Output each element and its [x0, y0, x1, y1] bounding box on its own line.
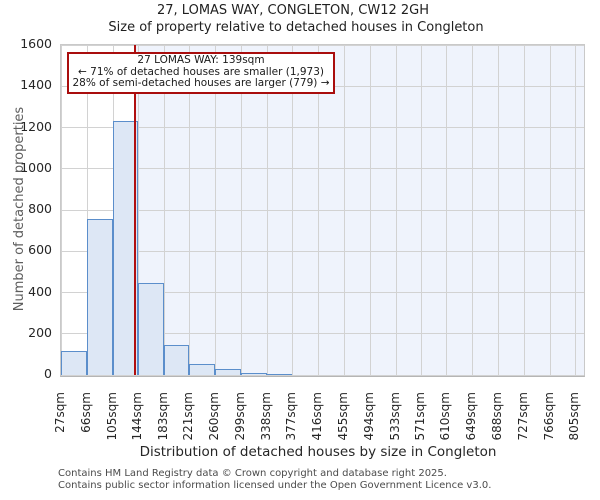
histogram-bar: [266, 373, 293, 375]
annotation-box: 27 LOMAS WAY: 139sqm ← 71% of detached h…: [67, 52, 335, 94]
histogram-bar: [240, 372, 267, 375]
vertical-gridline: [138, 45, 140, 375]
x-tick-label: 183sqm: [156, 392, 171, 441]
x-tick-label: 377sqm: [284, 392, 299, 441]
x-tick-label: 766sqm: [541, 392, 556, 441]
vertical-gridline: [86, 45, 88, 375]
vertical-gridline: [420, 45, 422, 375]
property-size-marker-line: [134, 45, 137, 375]
y-tick-label: 0: [44, 366, 52, 381]
x-tick-label: 571sqm: [412, 392, 427, 441]
vertical-gridline: [61, 45, 62, 375]
horizontal-gridline: [61, 250, 584, 252]
footer-line-1: Contains HM Land Registry data © Crown c…: [58, 468, 447, 479]
annotation-line-3: 28% of semi-detached houses are larger (…: [72, 77, 330, 89]
vertical-gridline: [395, 45, 397, 375]
horizontal-gridline: [61, 374, 584, 376]
x-tick-label: 805sqm: [567, 392, 582, 441]
x-tick-label: 66sqm: [78, 392, 93, 433]
vertical-gridline: [369, 45, 371, 375]
histogram-bar: [215, 368, 241, 375]
vertical-gridline: [575, 45, 577, 375]
footer-line-2: Contains public sector information licen…: [58, 479, 492, 491]
vertical-gridline: [189, 45, 191, 375]
histogram-bar: [164, 345, 190, 375]
y-tick-label: 1000: [20, 159, 52, 175]
x-tick-label: 727sqm: [515, 392, 530, 441]
chart-title: 27, LOMAS WAY, CONGLETON, CW12 2GH: [157, 3, 429, 18]
vertical-gridline: [215, 45, 217, 375]
x-tick-label: 338sqm: [258, 392, 273, 441]
y-tick-label: 1600: [20, 36, 52, 51]
y-tick-label: 800: [28, 201, 52, 216]
vertical-gridline: [523, 45, 525, 375]
y-tick-label: 1200: [20, 118, 52, 134]
x-tick-label: 455sqm: [335, 392, 350, 441]
x-tick-label: 105sqm: [104, 392, 119, 441]
x-tick-label: 416sqm: [310, 392, 325, 441]
annotation-line-1: 27 LOMAS WAY: 139sqm: [137, 54, 265, 66]
horizontal-gridline: [61, 292, 584, 293]
horizontal-gridline: [61, 209, 584, 211]
y-tick-label: 600: [28, 242, 52, 258]
histogram-bar: [86, 219, 113, 375]
horizontal-gridline: [61, 127, 584, 128]
histogram-bar: [189, 363, 216, 375]
vertical-gridline: [266, 45, 268, 375]
vertical-gridline: [292, 45, 294, 375]
x-tick-label: 27sqm: [53, 392, 67, 433]
y-tick-label: 1400: [20, 77, 52, 93]
y-tick-label: 400: [28, 283, 52, 299]
histogram-bar: [138, 283, 165, 375]
vertical-gridline: [240, 45, 242, 375]
vertical-gridline: [343, 45, 345, 375]
annotation-line-2: ← 71% of detached houses are smaller (1,…: [78, 65, 324, 78]
x-tick-label: 610sqm: [438, 392, 453, 441]
vertical-gridline: [446, 45, 448, 375]
x-tick-label: 144sqm: [130, 392, 145, 441]
horizontal-gridline: [61, 168, 584, 170]
vertical-gridline: [498, 45, 500, 375]
chart-subtitle: Size of property relative to detached ho…: [108, 20, 484, 35]
histogram-bar: [61, 351, 87, 375]
x-tick-label: 649sqm: [464, 392, 479, 441]
x-tick-label: 688sqm: [490, 392, 505, 441]
y-tick-label: 200: [28, 324, 52, 340]
vertical-gridline: [549, 45, 551, 375]
x-tick-label: 221sqm: [181, 392, 196, 441]
x-tick-label: 533sqm: [387, 392, 402, 441]
x-axis-label: Distribution of detached houses by size …: [139, 444, 497, 460]
plot-area: 27 LOMAS WAY: 139sqm ← 71% of detached h…: [60, 44, 585, 377]
horizontal-gridline: [61, 44, 584, 46]
x-tick-label: 299sqm: [232, 392, 247, 441]
vertical-gridline: [164, 45, 166, 375]
horizontal-gridline: [61, 333, 584, 335]
x-tick-label: 494sqm: [361, 392, 376, 441]
vertical-gridline: [318, 45, 320, 375]
x-tick-label: 260sqm: [207, 392, 222, 441]
vertical-gridline: [472, 45, 474, 375]
footer: Contains HM Land Registry data © Crown c…: [58, 468, 491, 491]
